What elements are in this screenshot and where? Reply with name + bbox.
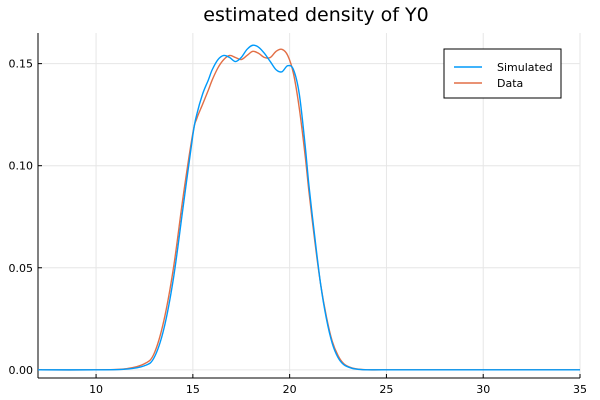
legend-label-simulated: Simulated (497, 61, 553, 74)
y-tick-label: 0.15 (9, 58, 34, 71)
legend: Simulated Data (443, 48, 562, 99)
x-tick-label: 30 (476, 383, 490, 396)
y-tick-label: 0.00 (9, 364, 34, 377)
series-line-data (37, 48, 580, 371)
series-lines (37, 44, 580, 371)
legend-box (443, 48, 562, 99)
x-tick-label: 35 (573, 383, 587, 396)
axes: 10 15 20 25 30 35 0.00 0.05 0.10 0.15 (9, 33, 587, 396)
y-tick-label: 0.05 (9, 262, 34, 275)
legend-label-data: Data (497, 77, 523, 90)
x-tick-label: 20 (283, 383, 297, 396)
x-tick-label: 10 (89, 383, 103, 396)
x-tick-label: 15 (186, 383, 200, 396)
series-line-simulated (37, 44, 580, 371)
x-tick-label: 25 (379, 383, 393, 396)
chart-title: estimated density of Y0 (203, 4, 428, 26)
y-tick-label: 0.10 (9, 160, 34, 173)
